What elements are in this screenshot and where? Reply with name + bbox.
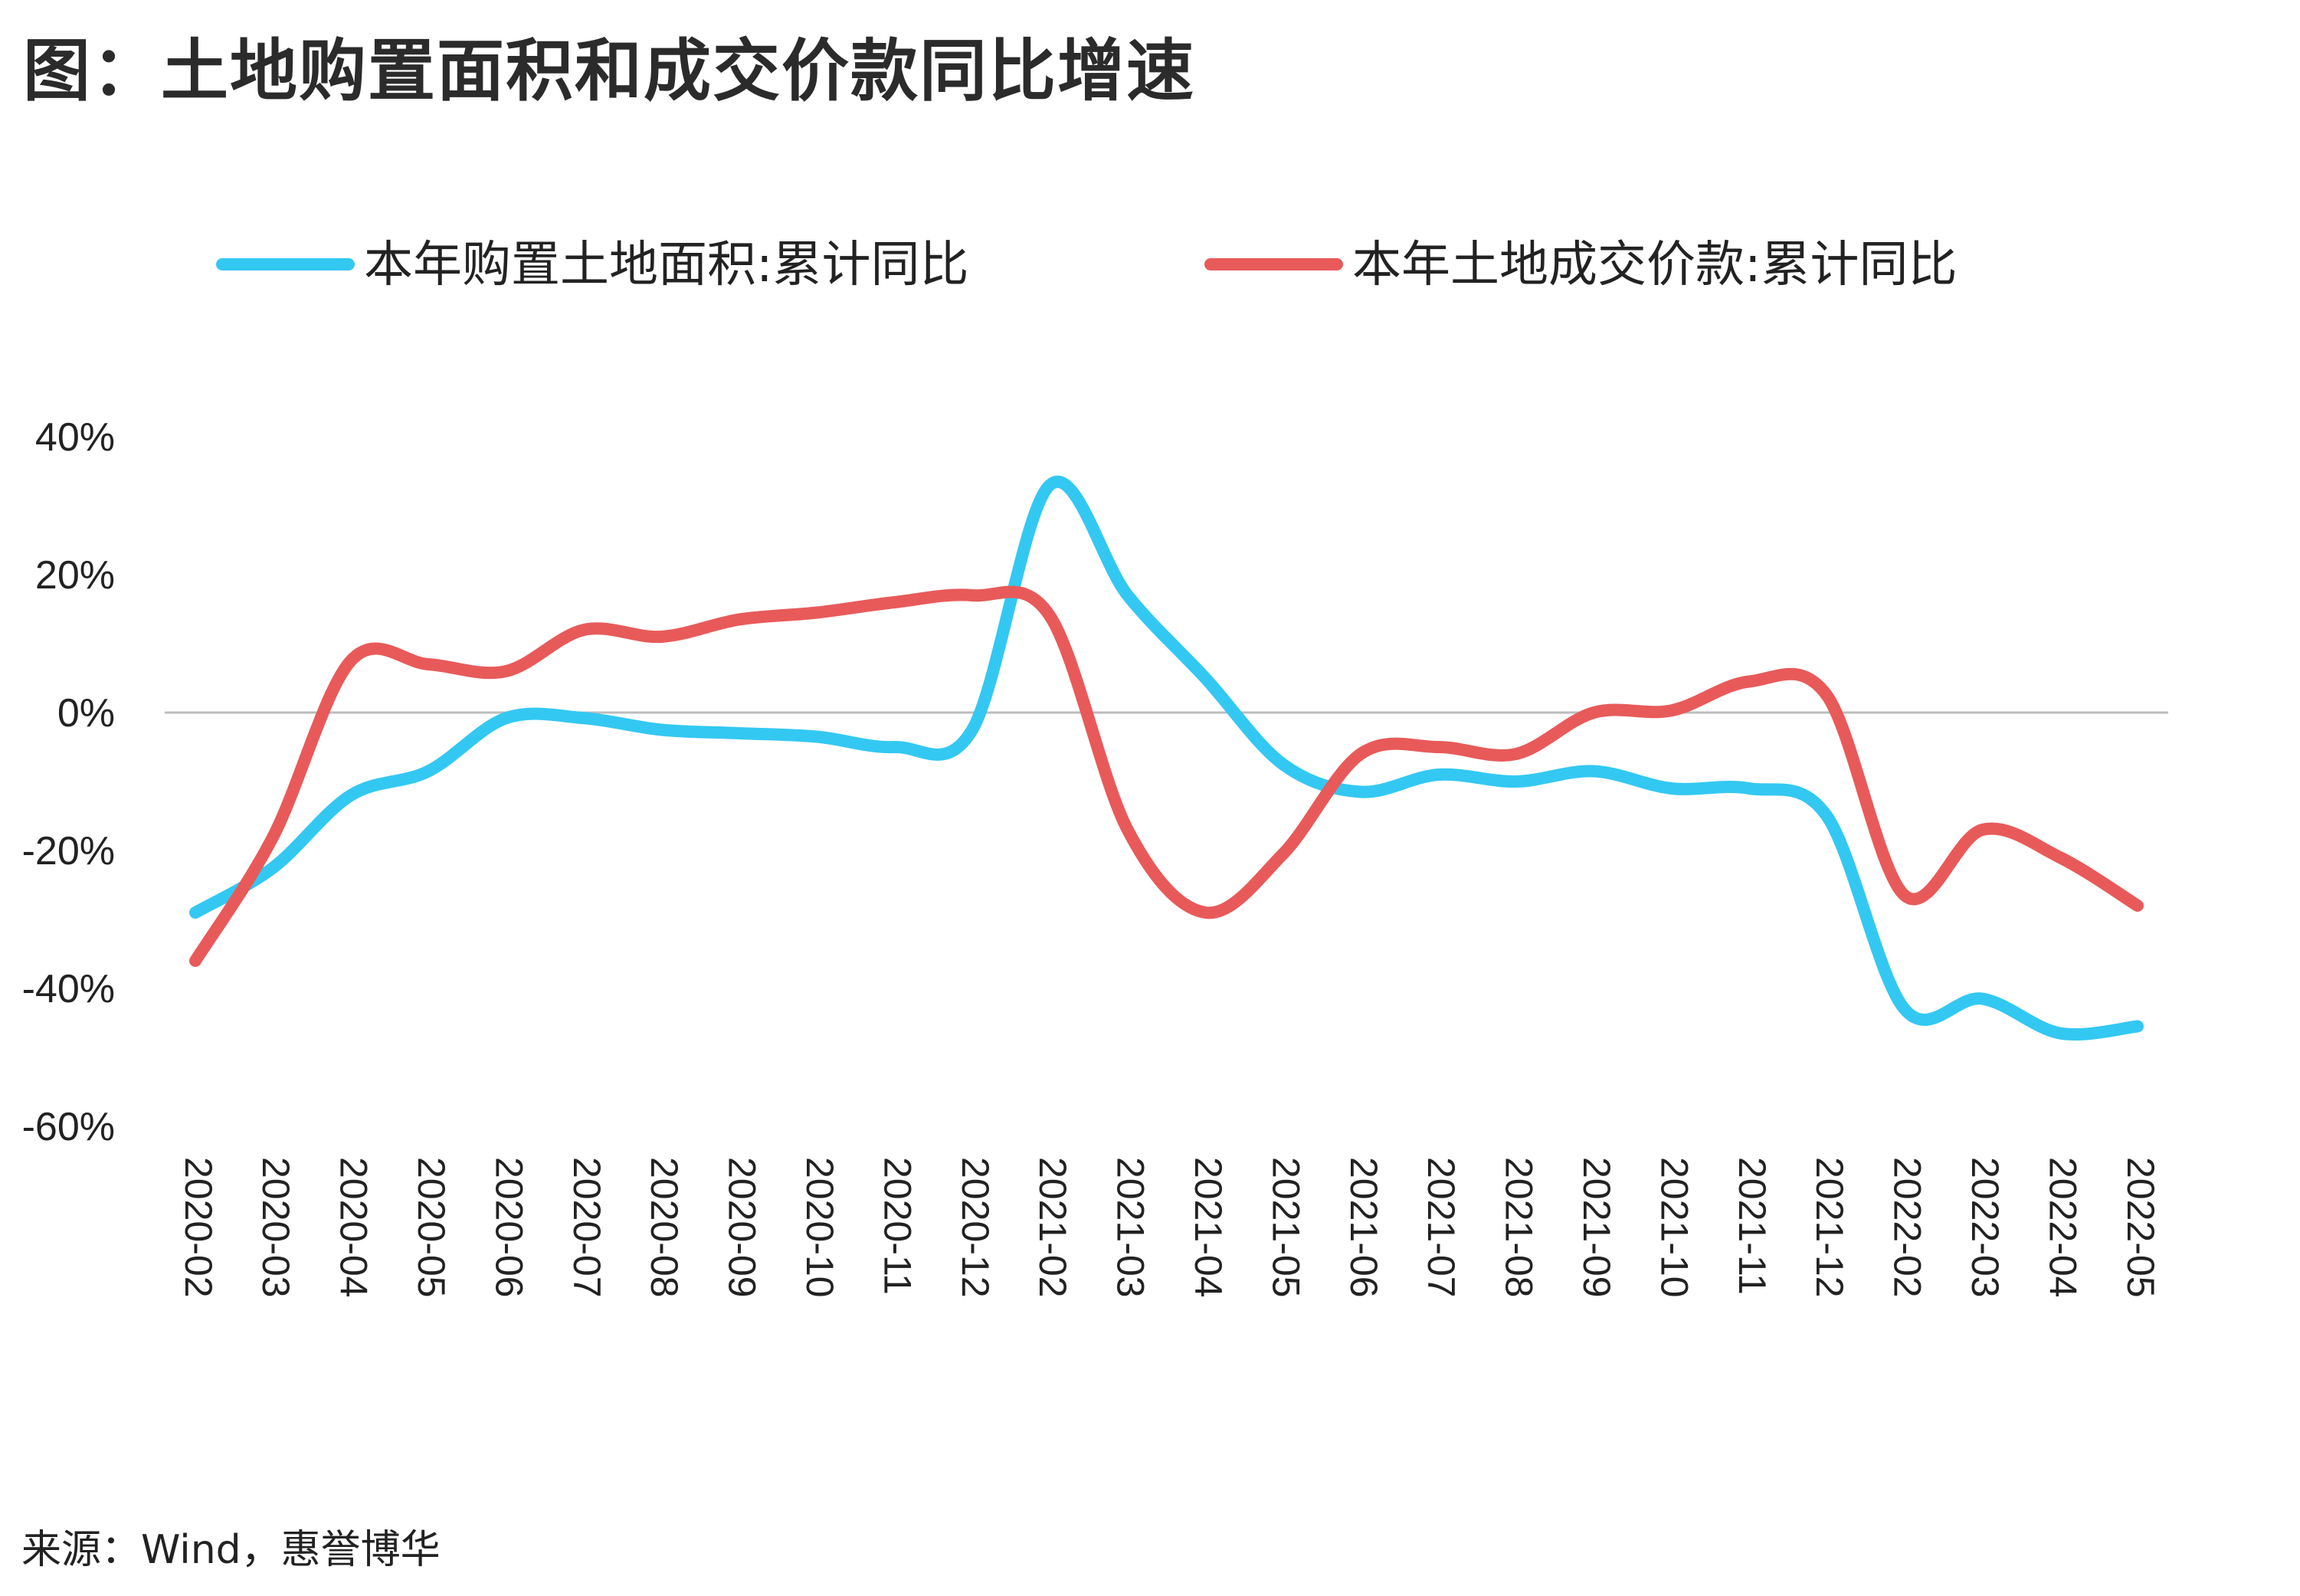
legend: 本年购置土地面积:累计同比 本年土地成交价款:累计同比 [216,237,1958,293]
x-tick-label: 2021-08 [1498,1157,1541,1298]
x-tick-label: 2020-04 [333,1157,375,1298]
x-tick-label: 2020-03 [254,1157,297,1298]
x-tick-label: 2021-06 [1342,1157,1385,1298]
series-line-2 [189,585,2144,967]
y-tick-label: -20% [22,829,115,873]
y-tick-label: -40% [22,967,115,1011]
x-tick-label: 2020-09 [721,1157,764,1298]
y-tick-label: 40% [35,415,115,460]
y-axis-ticks: 40% 20% 0% -20% -40% -60% [22,415,115,1149]
x-tick-label: 2022-04 [2041,1157,2084,1298]
series-line-1 [189,476,2144,1041]
x-tick-label: 2021-11 [1731,1157,1774,1295]
y-tick-label: 0% [57,691,115,736]
x-tick-label: 2020-06 [487,1157,530,1298]
x-tick-label: 2021-09 [1575,1157,1618,1298]
x-tick-label: 2021-05 [1264,1157,1307,1298]
x-tick-label: 2020-08 [643,1157,686,1298]
x-tick-label: 2022-02 [1886,1157,1929,1298]
x-tick-label: 2020-11 [876,1157,919,1295]
series-layer [189,476,2144,1041]
x-tick-label: 2021-07 [1420,1157,1463,1297]
x-tick-label: 2022-03 [1964,1157,2007,1298]
x-tick-label: 2020-02 [177,1157,220,1298]
source-note: 来源：Wind，惠誉博华 [21,1527,441,1573]
y-tick-label: -60% [22,1105,115,1149]
y-tick-label: 20% [35,553,115,598]
x-tick-label: 2021-10 [1653,1157,1696,1298]
x-tick-label: 2021-03 [1109,1157,1152,1298]
x-axis-ticks: 2020-02 2020-03 2020-04 2020-05 2020-06 2020-… [177,1157,2162,1298]
legend-label-2: 本年土地成交价款:累计同比 [1352,237,1958,293]
x-tick-label: 2020-05 [410,1157,453,1298]
x-tick-label: 2020-12 [954,1157,997,1298]
chart-title: 图：土地购置面积和成交价款同比增速 [23,31,1196,110]
x-tick-label: 2021-12 [1808,1157,1851,1298]
x-tick-label: 2021-02 [1031,1157,1074,1298]
x-tick-label: 2020-10 [798,1157,841,1298]
x-tick-label: 2021-04 [1187,1157,1230,1298]
x-tick-label: 2022-05 [2119,1157,2162,1298]
legend-label-1: 本年购置土地面积:累计同比 [364,237,969,293]
x-tick-label: 2020-07 [565,1157,608,1298]
